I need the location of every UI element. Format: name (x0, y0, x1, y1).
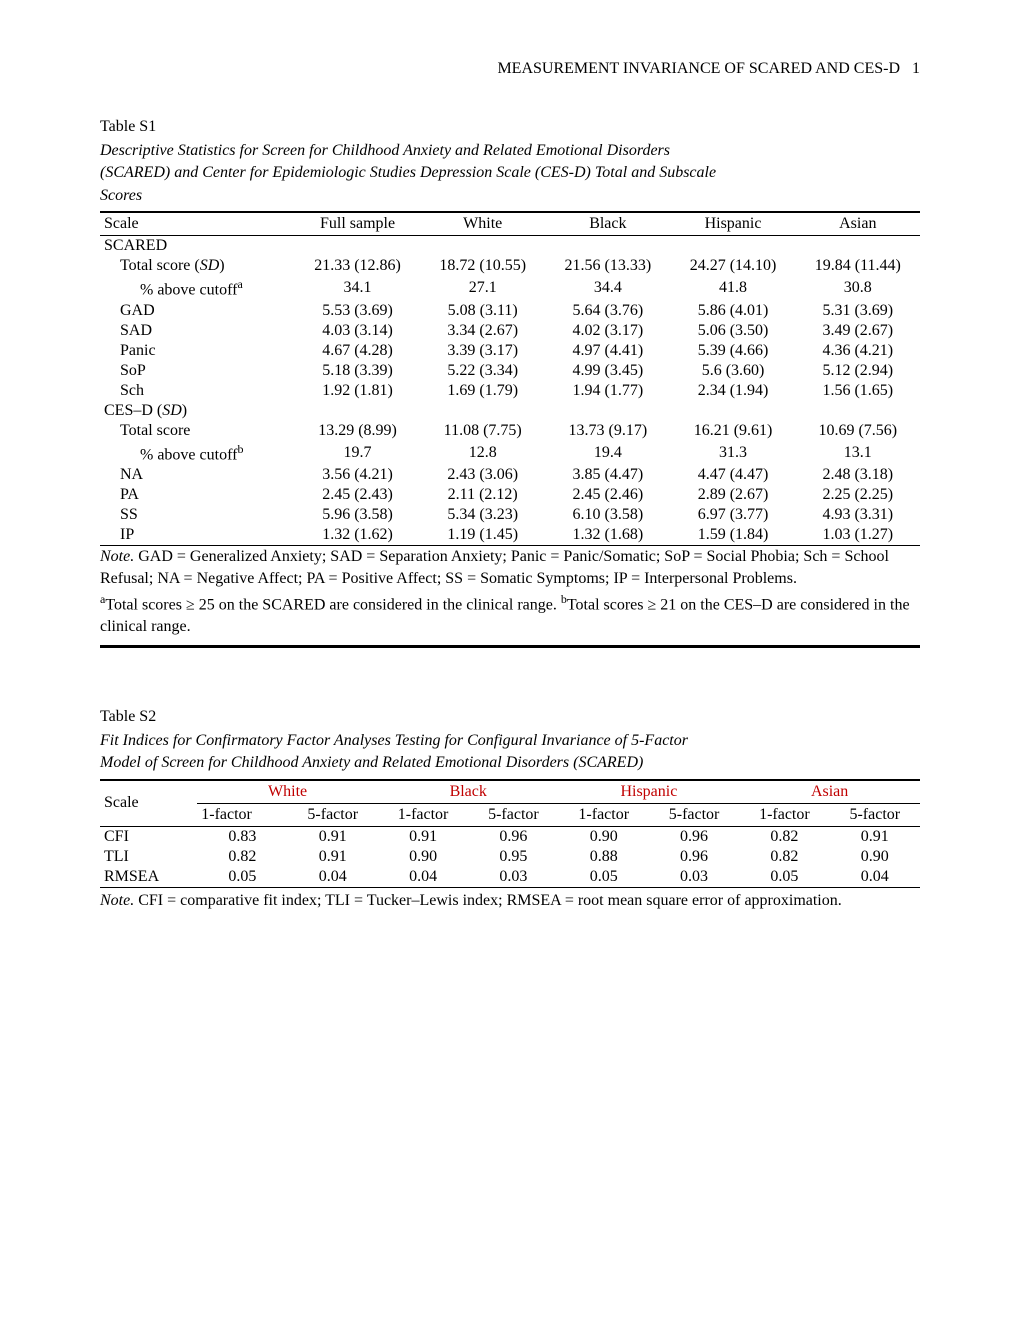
table-row: % above cutoffa 34.127.134.441.830.8 (100, 276, 920, 300)
table1: Scale Full sample White Black Hispanic A… (100, 211, 920, 546)
table-row: SoP5.18 (3.39)5.22 (3.34)4.99 (3.45)5.6 … (100, 361, 920, 381)
table-row: GAD5.53 (3.69)5.08 (3.11)5.64 (3.76)5.86… (100, 301, 920, 321)
col-full: Full sample (295, 212, 420, 236)
table-row: SAD4.03 (3.14)3.34 (2.67)4.02 (3.17)5.06… (100, 321, 920, 341)
table-row: NA3.56 (4.21)2.43 (3.06)3.85 (4.47)4.47 … (100, 465, 920, 485)
table-row: PA2.45 (2.43)2.11 (2.12)2.45 (2.46)2.89 … (100, 485, 920, 505)
table-row: Total score13.29 (8.99)11.08 (7.75)13.73… (100, 421, 920, 441)
table-row: SCARED (100, 236, 920, 257)
table-row: TLI0.820.910.900.950.880.960.820.90 (100, 847, 920, 867)
table-row: IP1.32 (1.62)1.19 (1.45)1.32 (1.68)1.59 … (100, 525, 920, 546)
page-number: 1 (912, 60, 920, 77)
col-white: White (197, 780, 378, 804)
table2-header-row1: Scale White Black Hispanic Asian (100, 780, 920, 804)
table1-note: Note. GAD = Generalized Anxiety; SAD = S… (100, 546, 920, 648)
table2-number: Table S2 (100, 708, 920, 726)
col-scale: Scale (100, 212, 295, 236)
table2: Scale White Black Hispanic Asian 1-facto… (100, 779, 920, 888)
col-black: Black (545, 212, 670, 236)
table2-title: Fit Indices for Confirmatory Factor Anal… (100, 730, 920, 775)
table2-note: Note. CFI = comparative fit index; TLI =… (100, 890, 920, 912)
running-head-text: MEASUREMENT INVARIANCE OF SCARED AND CES… (497, 60, 900, 77)
table1-header-row: Scale Full sample White Black Hispanic A… (100, 212, 920, 236)
col-white: White (420, 212, 545, 236)
col-asian: Asian (739, 780, 920, 804)
table-row: Sch1.92 (1.81)1.69 (1.79)1.94 (1.77)2.34… (100, 381, 920, 401)
col-hispanic: Hispanic (670, 212, 795, 236)
running-head: MEASUREMENT INVARIANCE OF SCARED AND CES… (100, 60, 920, 78)
table-row: RMSEA0.050.040.040.030.050.030.050.04 (100, 867, 920, 888)
col-black: Black (378, 780, 559, 804)
table-row: Panic4.67 (4.28)3.39 (3.17)4.97 (4.41)5.… (100, 341, 920, 361)
table-row: CFI0.830.910.910.960.900.960.820.91 (100, 826, 920, 847)
table-row: CES–D (SD) (100, 401, 920, 421)
col-asian: Asian (796, 212, 920, 236)
table1-number: Table S1 (100, 118, 920, 136)
table-row: % above cutoffb19.712.819.431.313.1 (100, 441, 920, 465)
table2-header-row2: 1-factor5-factor 1-factor5-factor 1-fact… (100, 803, 920, 826)
table1-title: Descriptive Statistics for Screen for Ch… (100, 140, 920, 207)
col-scale: Scale (100, 780, 197, 827)
col-hispanic: Hispanic (559, 780, 740, 804)
table-row: Total score (SD) 21.33 (12.86)18.72 (10.… (100, 256, 920, 276)
table-row: SS5.96 (3.58)5.34 (3.23)6.10 (3.58)6.97 … (100, 505, 920, 525)
